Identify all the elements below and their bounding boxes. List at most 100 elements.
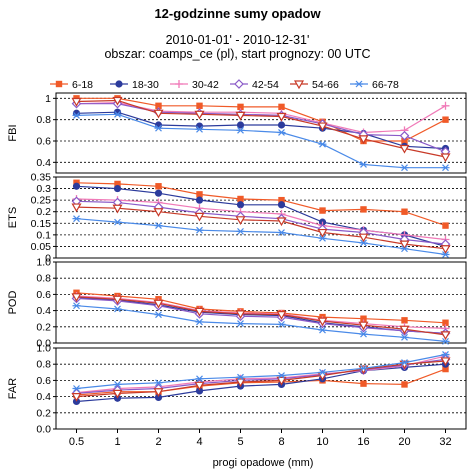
panel-FAR: 0.0 0.2 0.4 0.6 0.8 1.0 FAR bbox=[7, 343, 467, 436]
legend-label: 30-42 bbox=[192, 79, 219, 91]
y-tick-label: 0.8 bbox=[36, 114, 51, 126]
data-point bbox=[154, 311, 163, 319]
chart-title: 12-godzinne sumy opadow bbox=[154, 6, 321, 21]
data-point bbox=[441, 101, 450, 110]
legend-marker-icon bbox=[55, 80, 63, 88]
data-point bbox=[277, 229, 286, 236]
data-point bbox=[236, 201, 245, 209]
data-point bbox=[154, 189, 163, 197]
x-tick-label: 10 bbox=[316, 436, 328, 448]
data-point bbox=[153, 388, 164, 397]
data-point bbox=[236, 126, 245, 134]
data-point bbox=[72, 182, 81, 190]
y-tick-label: 0.05 bbox=[31, 241, 52, 253]
data-point bbox=[440, 245, 451, 254]
y-tick-label: 0.6 bbox=[36, 289, 51, 301]
series-line bbox=[76, 297, 446, 334]
legend-item-30-42: 30-42 bbox=[170, 79, 219, 91]
data-point bbox=[155, 183, 162, 190]
legend-item-54-66: 54-66 bbox=[290, 79, 339, 91]
series-line bbox=[76, 363, 446, 403]
legend-marker-icon bbox=[355, 80, 363, 88]
data-point bbox=[235, 111, 246, 121]
data-point bbox=[153, 109, 164, 119]
data-point bbox=[441, 351, 450, 358]
panel-FBI: 0.4 0.6 0.8 1 FBI bbox=[7, 92, 467, 174]
data-point bbox=[277, 320, 286, 328]
series-line bbox=[76, 368, 446, 396]
data-point bbox=[317, 228, 328, 238]
data-point bbox=[153, 208, 164, 217]
data-point bbox=[276, 217, 287, 227]
data-point bbox=[196, 191, 203, 198]
series-66-78 bbox=[72, 215, 450, 258]
legend-marker-icon bbox=[234, 79, 244, 89]
data-point bbox=[441, 251, 450, 258]
legend-item-42-54: 42-54 bbox=[230, 79, 279, 91]
y-axis-label: ETS bbox=[7, 207, 19, 228]
data-point bbox=[440, 153, 451, 163]
series-line bbox=[76, 353, 446, 390]
y-tick-label: 0.4 bbox=[36, 157, 51, 169]
chart-panels: 0.40.60.81FBI00.050.10.150.20.250.30.35E… bbox=[7, 92, 467, 436]
data-point bbox=[442, 319, 449, 326]
y-tick-label: 1 bbox=[45, 93, 51, 105]
legend-label: 18-30 bbox=[132, 79, 159, 91]
data-point bbox=[399, 130, 410, 141]
data-point bbox=[71, 293, 82, 303]
series-line bbox=[76, 103, 446, 153]
y-tick-label: 0.8 bbox=[36, 359, 51, 371]
data-point bbox=[360, 380, 367, 387]
data-point bbox=[196, 102, 203, 109]
series-54-66 bbox=[71, 203, 451, 254]
data-point bbox=[401, 317, 408, 324]
series-line bbox=[76, 358, 446, 394]
legend-item-6-18: 6-18 bbox=[50, 79, 93, 91]
data-point bbox=[236, 373, 245, 381]
series-66-78 bbox=[72, 351, 450, 392]
data-point bbox=[195, 387, 204, 395]
series-line bbox=[76, 198, 446, 241]
data-point bbox=[359, 239, 368, 247]
data-point bbox=[113, 218, 122, 226]
data-point bbox=[360, 206, 367, 213]
x-tick-label: 2 bbox=[155, 436, 161, 448]
data-point bbox=[194, 212, 205, 222]
x-axis: 0.5 1 2 4 5 8 10 16 20 32 bbox=[69, 429, 452, 448]
data-point bbox=[318, 368, 327, 376]
y-tick-label: 1.0 bbox=[36, 257, 51, 269]
data-point bbox=[113, 381, 122, 388]
data-point bbox=[72, 385, 81, 392]
data-point bbox=[154, 379, 163, 387]
data-point bbox=[399, 144, 410, 154]
legend-marker-icon bbox=[115, 80, 123, 88]
x-tick-label: 20 bbox=[398, 436, 410, 448]
data-point bbox=[71, 393, 82, 402]
panel-frame bbox=[55, 261, 467, 344]
data-point bbox=[358, 233, 369, 243]
data-point bbox=[71, 203, 82, 213]
data-point bbox=[237, 103, 244, 111]
data-point bbox=[195, 318, 204, 326]
data-point bbox=[195, 125, 204, 133]
series-line bbox=[76, 99, 446, 158]
data-point bbox=[401, 208, 408, 215]
y-tick-label: 0.0 bbox=[36, 338, 51, 350]
data-point bbox=[359, 161, 368, 168]
x-tick-label: 5 bbox=[237, 436, 243, 448]
y-tick-label: 0.25 bbox=[31, 195, 52, 207]
data-point bbox=[318, 326, 327, 334]
y-tick-label: 0 bbox=[45, 253, 51, 265]
data-point bbox=[441, 337, 450, 345]
data-point bbox=[400, 359, 409, 367]
legend-label: 6-18 bbox=[72, 79, 93, 91]
y-axis-label: POD bbox=[7, 291, 19, 315]
data-point bbox=[112, 389, 123, 399]
data-point bbox=[277, 201, 286, 209]
data-point bbox=[236, 227, 245, 235]
series-line bbox=[76, 97, 446, 142]
data-point bbox=[359, 330, 368, 338]
legend-label: 54-66 bbox=[312, 79, 339, 91]
data-point bbox=[441, 164, 450, 172]
